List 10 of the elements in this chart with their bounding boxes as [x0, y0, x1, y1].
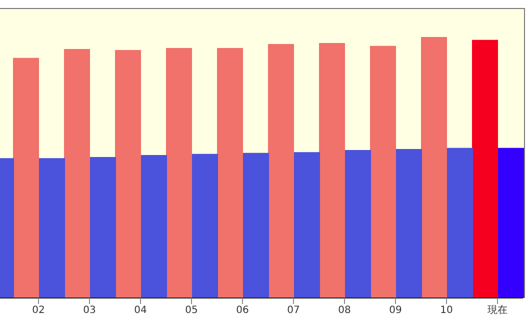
- x-tick-label: 04: [134, 305, 147, 316]
- x-tick-label: 07: [287, 305, 300, 316]
- x-tick-label: 08: [338, 305, 351, 316]
- x-tick-label: 10: [440, 305, 453, 316]
- x-tick-label: 06: [236, 305, 249, 316]
- x-tick-label: 05: [185, 305, 198, 316]
- x-tick-label: 09: [389, 305, 402, 316]
- x-tick-label: 02: [32, 305, 45, 316]
- x-tick-label: 03: [83, 305, 96, 316]
- x-tick-label: 現在: [488, 304, 508, 316]
